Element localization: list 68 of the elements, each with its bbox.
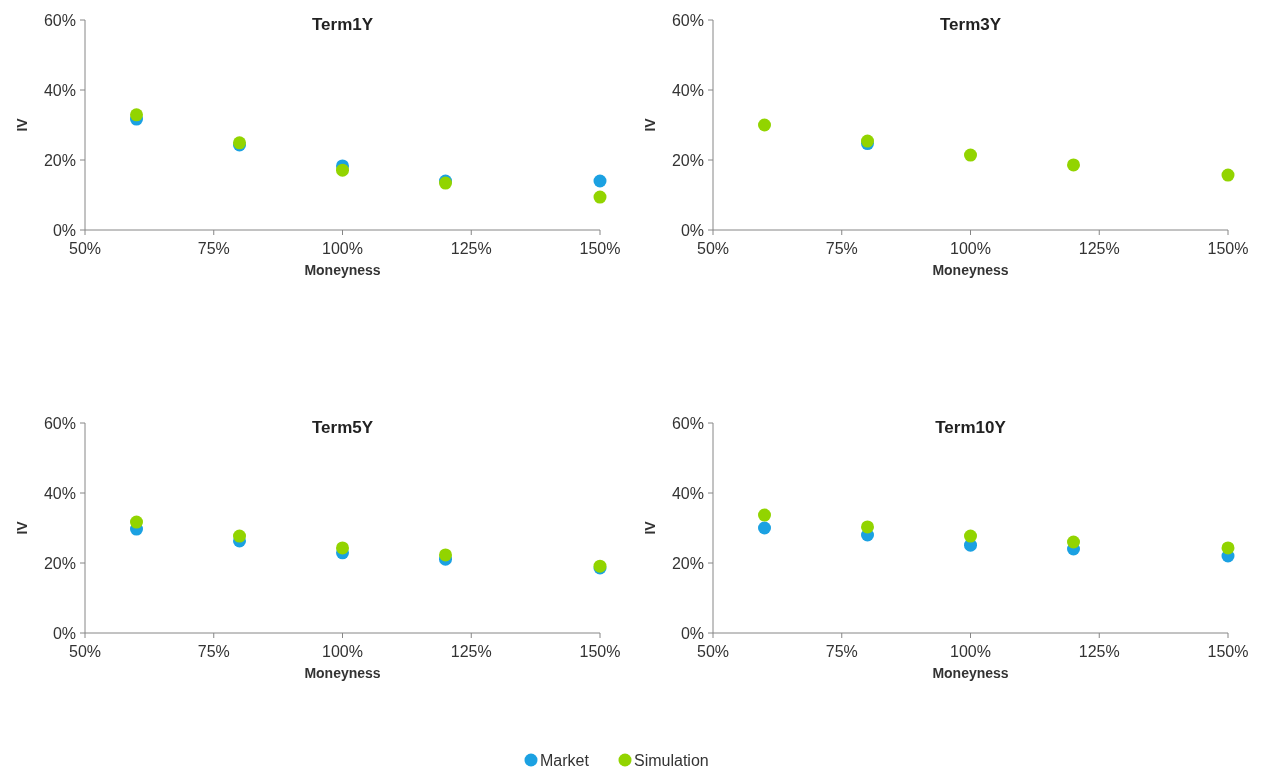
y-axis-title: IV [642,520,658,535]
chart-title: Term10Y [935,418,1007,437]
legend-label: Simulation [634,751,709,769]
point [1221,168,1235,182]
point [130,108,143,122]
y-tick-label: 60% [43,11,76,29]
x-tick-label: 125% [1078,643,1120,660]
y-tick-label: 40% [43,81,76,99]
y-tick-label: 60% [43,414,76,432]
point [964,529,977,543]
point [593,190,607,204]
x-tick-label: 125% [1078,240,1120,257]
x-tick-label: 100% [322,643,363,660]
x-axis-title: Moneyness [304,665,381,681]
point [1067,158,1080,172]
point [130,515,143,529]
x-tick-label: 75% [197,240,230,257]
x-tick-label: 75% [197,643,230,660]
y-tick-label: 20% [671,554,704,572]
x-axis-title: Moneyness [932,262,1009,278]
y-tick-label: 60% [671,11,704,29]
y-tick-label: 20% [43,151,76,169]
point [593,174,607,188]
x-tick-label: 150% [1207,643,1249,660]
y-tick-label: 60% [671,414,704,432]
y-tick-label: 40% [671,484,704,502]
x-tick-label: 100% [950,643,991,660]
y-tick-label: 20% [43,554,76,572]
point [336,163,349,177]
y-tick-label: 20% [671,151,704,169]
x-tick-label: 125% [450,240,492,257]
point [758,508,771,522]
point [861,520,874,534]
y-tick-label: 40% [671,81,704,99]
point [233,529,246,543]
x-tick-label: 75% [825,643,858,660]
x-tick-label: 50% [696,643,730,660]
point [758,521,771,535]
y-tick-label: 40% [43,484,76,502]
x-axis-title: Moneyness [932,665,1009,681]
point [439,548,452,562]
y-axis-title: IV [642,117,658,132]
y-axis-title: IV [14,117,30,132]
legend-label: Market [540,751,590,769]
point [1067,535,1080,549]
x-tick-label: 150% [1207,240,1249,257]
x-tick-label: 100% [322,240,363,257]
x-tick-label: 125% [450,643,492,660]
x-tick-label: 50% [68,643,102,660]
chart-title: Term3Y [939,15,1002,34]
chart-title: Term1Y [311,15,374,34]
x-axis-title: Moneyness [304,262,381,278]
x-tick-label: 50% [68,240,102,257]
y-tick-label: 0% [680,624,704,642]
y-axis-title: IV [14,520,30,535]
x-tick-label: 150% [579,240,621,257]
x-tick-label: 150% [579,643,621,660]
x-tick-label: 75% [825,240,858,257]
point [758,118,771,132]
point [964,148,977,162]
x-tick-label: 100% [950,240,991,257]
point [336,541,349,555]
x-tick-label: 50% [696,240,730,257]
chart-title: Term5Y [311,418,374,437]
y-tick-label: 0% [680,221,704,239]
y-tick-label: 0% [52,624,76,642]
point [1221,541,1235,555]
y-tick-label: 0% [52,221,76,239]
